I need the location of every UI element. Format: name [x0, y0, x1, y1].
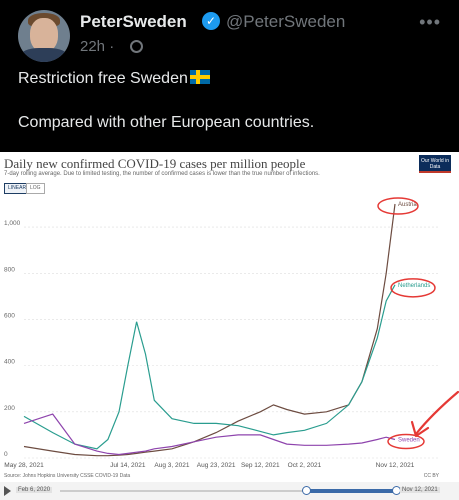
x-tick-label: Aug 23, 2021	[197, 462, 236, 469]
timeline-start-handle[interactable]	[302, 486, 311, 495]
avatar-face	[30, 18, 58, 52]
line-chart: 0 200 400 600 800 1,000 May 28, 2021 Jul 14, 2…	[4, 197, 459, 469]
tweet-text: Restriction free Sweden Compared with ot…	[18, 68, 438, 156]
tweet-text-line1-label: Restriction free Sweden	[18, 70, 188, 87]
series-label-austria: Austria	[398, 202, 417, 208]
sweden-flag-icon	[189, 70, 210, 84]
timeline-track[interactable]	[60, 490, 398, 492]
chart-license: CC BY	[423, 473, 439, 479]
timeline-start-label: Feb 6, 2020	[16, 487, 53, 493]
tweet-text-line1: Restriction free Sweden	[18, 68, 438, 90]
tweet-text-line2: Compared with other European countries.	[18, 114, 315, 131]
y-tick-label: 0	[4, 451, 8, 458]
y-tick-label: 1,000	[4, 220, 21, 227]
x-tick-label: Nov 12, 2021	[376, 462, 415, 469]
x-tick-label: Jul 14, 2021	[110, 462, 146, 469]
series-label-sweden: Sweden	[398, 438, 420, 444]
annotation-arrow	[414, 390, 459, 436]
series-line-sweden	[23, 413, 396, 456]
x-tick-label: Oct 2, 2021	[288, 462, 322, 469]
owid-logo: Our World in Data	[419, 155, 451, 173]
y-tick-label: 400	[4, 359, 15, 366]
annotation-circle	[390, 278, 436, 298]
chart-subtitle: 7-day rolling average. Due to limited te…	[4, 171, 320, 177]
timeline-end-label: Nov 12, 2021	[400, 487, 440, 493]
verified-badge-icon: ✓	[202, 12, 220, 30]
timeline-selection	[308, 489, 396, 493]
annotation-circle	[387, 433, 425, 450]
y-tick-label: 600	[4, 312, 15, 319]
annotation-circle	[377, 197, 419, 215]
chart-image[interactable]: Daily new confirmed COVID-19 cases per m…	[0, 152, 459, 500]
timeline-bar: Feb 6, 2020 Nov 12, 2021	[0, 482, 459, 500]
series-label-netherlands: Netherlands	[398, 283, 430, 289]
x-tick-label: Aug 3, 2021	[154, 462, 189, 469]
tweet-header: PeterSweden ✓ @PeterSweden 22h · •••	[14, 8, 445, 64]
avatar-shirt	[20, 48, 68, 62]
series-line-austria	[23, 203, 396, 457]
chart-source: Source: Johns Hopkins University CSSE CO…	[4, 473, 131, 479]
meta-separator: ·	[109, 38, 115, 55]
y-tick-label: 800	[4, 266, 15, 273]
globe-icon	[130, 40, 143, 53]
user-handle[interactable]: @PeterSweden	[226, 12, 346, 31]
log-toggle[interactable]: LOG	[26, 183, 45, 194]
avatar[interactable]	[18, 10, 70, 62]
y-tick-label: 200	[4, 405, 15, 412]
timestamp[interactable]: 22h	[80, 38, 106, 55]
x-tick-label: May 28, 2021	[4, 462, 44, 469]
more-options-icon[interactable]: •••	[419, 12, 441, 32]
chart-title: Daily new confirmed COVID-19 cases per m…	[4, 156, 306, 171]
play-icon[interactable]	[4, 486, 11, 496]
tweet-meta: 22h ·	[80, 38, 114, 55]
annotation-arrowhead	[410, 420, 430, 438]
x-tick-label: Sep 12, 2021	[241, 462, 280, 469]
series-line-netherlands	[23, 284, 396, 450]
display-name[interactable]: PeterSweden	[80, 12, 187, 31]
